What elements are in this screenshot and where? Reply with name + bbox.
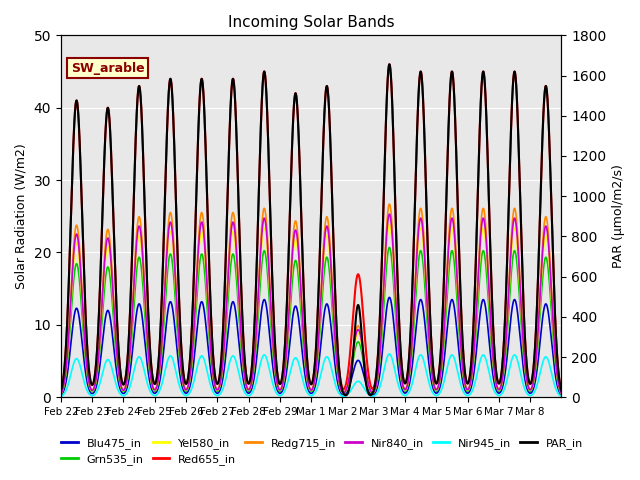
Nir945_in	[349, 384, 356, 390]
Red655_in	[349, 319, 356, 324]
Yel580_in	[385, 221, 393, 227]
PAR_in	[557, 388, 565, 394]
Redg715_in	[362, 368, 370, 374]
Redg715_in	[57, 391, 65, 396]
PAR_in	[349, 357, 356, 363]
Blu475_in	[74, 310, 82, 315]
Yel580_in	[362, 371, 370, 377]
Line: Yel580_in: Yel580_in	[61, 224, 561, 394]
Blu475_in	[292, 304, 300, 310]
Red655_in	[439, 309, 447, 314]
Line: Blu475_in: Blu475_in	[61, 298, 561, 396]
Grn535_in	[292, 259, 300, 264]
Redg715_in	[74, 230, 82, 236]
PAR_in	[57, 388, 65, 394]
Line: Redg715_in: Redg715_in	[61, 204, 561, 394]
Nir840_in	[385, 211, 393, 217]
Nir840_in	[74, 239, 82, 245]
Yel580_in	[57, 391, 65, 397]
Yel580_in	[250, 369, 257, 375]
Red655_in	[385, 61, 393, 67]
Yel580_in	[349, 355, 356, 361]
Blu475_in	[385, 295, 393, 300]
PAR_in	[292, 93, 300, 98]
Line: PAR_in: PAR_in	[61, 64, 561, 395]
PAR_in	[342, 392, 349, 398]
Nir840_in	[292, 228, 300, 234]
Redg715_in	[385, 201, 393, 207]
Line: Red655_in: Red655_in	[61, 64, 561, 391]
Grn535_in	[362, 374, 370, 380]
Blu475_in	[557, 393, 565, 398]
Redg715_in	[250, 366, 257, 372]
Grn535_in	[385, 244, 393, 250]
Nir945_in	[292, 355, 300, 361]
Nir840_in	[57, 391, 65, 396]
Grn535_in	[57, 392, 65, 397]
Y-axis label: Solar Radiation (W/m2): Solar Radiation (W/m2)	[15, 144, 28, 289]
Title: Incoming Solar Bands: Incoming Solar Bands	[228, 15, 394, 30]
Grn535_in	[250, 372, 257, 378]
Line: Grn535_in: Grn535_in	[61, 247, 561, 395]
Grn535_in	[349, 360, 356, 366]
Nir840_in	[362, 370, 370, 375]
Grn535_in	[557, 392, 565, 397]
Nir840_in	[349, 353, 356, 359]
Redg715_in	[557, 391, 565, 396]
Nir840_in	[439, 347, 447, 353]
PAR_in	[362, 382, 370, 387]
Text: SW_arable: SW_arable	[71, 61, 145, 74]
PAR_in	[74, 112, 82, 118]
Red655_in	[292, 93, 300, 98]
Nir945_in	[557, 394, 565, 399]
Y-axis label: PAR (μmol/m2/s): PAR (μmol/m2/s)	[612, 164, 625, 268]
Nir945_in	[57, 394, 65, 399]
Yel580_in	[557, 391, 565, 397]
Nir945_in	[439, 383, 447, 389]
Blu475_in	[250, 380, 257, 385]
Line: Nir840_in: Nir840_in	[61, 214, 561, 394]
Redg715_in	[439, 345, 447, 350]
Legend: Blu475_in, Grn535_in, Yel580_in, Red655_in, Redg715_in, Nir840_in, Nir945_in, PA: Blu475_in, Grn535_in, Yel580_in, Red655_…	[57, 433, 588, 469]
Nir945_in	[362, 388, 370, 394]
Nir840_in	[557, 391, 565, 396]
Yel580_in	[439, 350, 447, 356]
Blu475_in	[362, 381, 370, 387]
Red655_in	[250, 346, 257, 351]
PAR_in	[385, 61, 393, 67]
Red655_in	[74, 112, 82, 118]
Blu475_in	[349, 372, 356, 378]
Redg715_in	[349, 350, 356, 356]
Line: Nir945_in: Nir945_in	[61, 354, 561, 396]
Blu475_in	[439, 369, 447, 374]
Redg715_in	[292, 219, 300, 225]
Red655_in	[362, 349, 370, 355]
Grn535_in	[74, 267, 82, 273]
PAR_in	[439, 306, 447, 312]
Grn535_in	[439, 356, 447, 361]
Yel580_in	[292, 238, 300, 243]
Nir840_in	[250, 368, 257, 373]
Nir945_in	[385, 351, 393, 357]
Nir945_in	[74, 358, 82, 363]
Blu475_in	[57, 393, 65, 398]
Red655_in	[557, 388, 565, 394]
Red655_in	[57, 388, 65, 394]
PAR_in	[250, 346, 257, 351]
Yel580_in	[74, 248, 82, 253]
Nir945_in	[250, 388, 257, 394]
